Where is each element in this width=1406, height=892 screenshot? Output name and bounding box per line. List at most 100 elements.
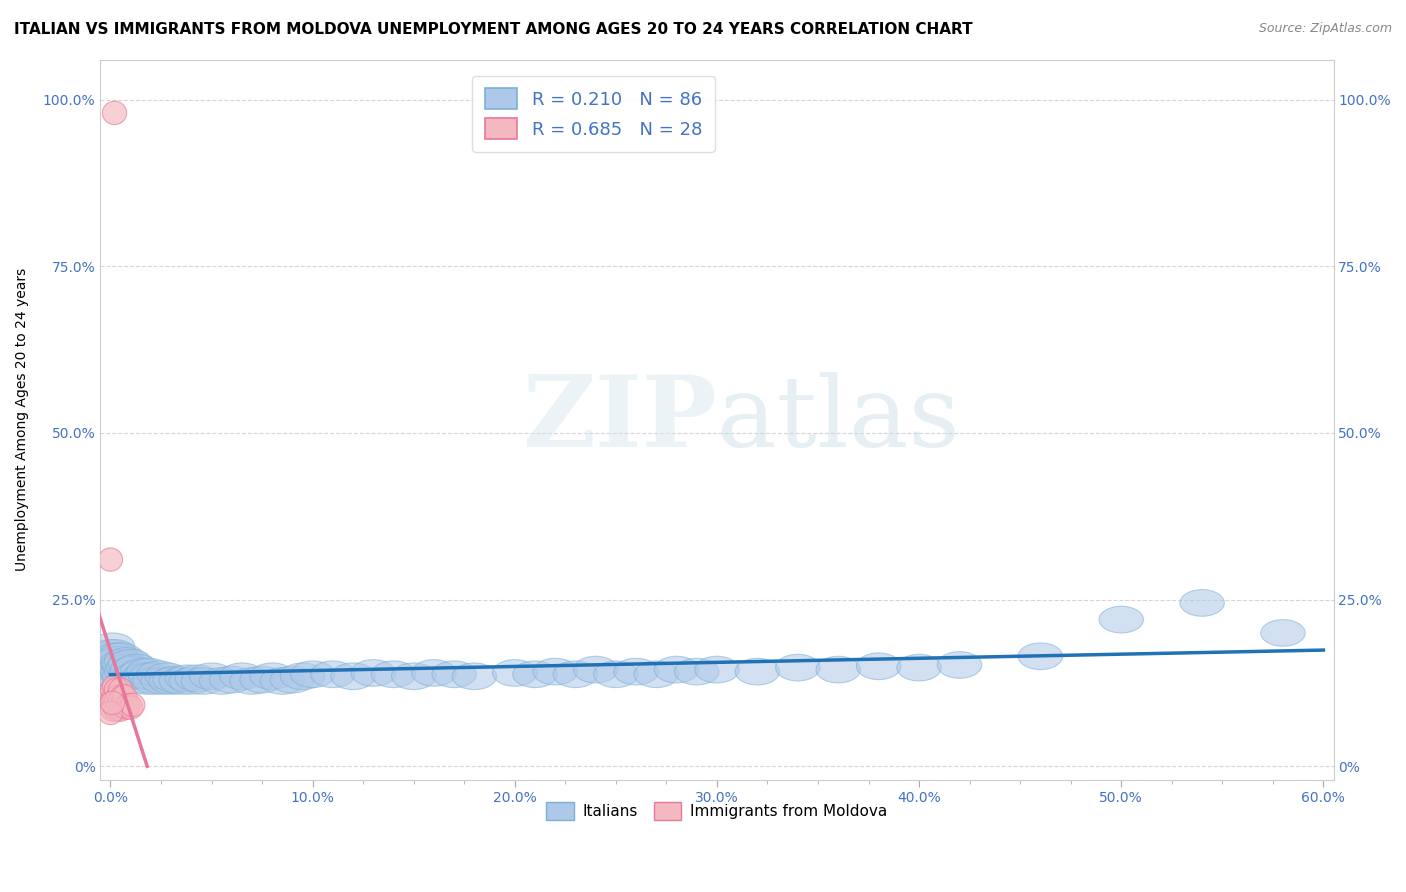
Ellipse shape (104, 658, 149, 685)
Ellipse shape (614, 658, 658, 685)
Y-axis label: Unemployment Among Ages 20 to 24 years: Unemployment Among Ages 20 to 24 years (15, 268, 30, 571)
Ellipse shape (98, 695, 122, 718)
Ellipse shape (94, 653, 139, 680)
Ellipse shape (153, 666, 197, 693)
Ellipse shape (240, 666, 284, 693)
Ellipse shape (107, 684, 131, 708)
Ellipse shape (200, 667, 243, 694)
Ellipse shape (141, 667, 186, 694)
Ellipse shape (100, 688, 125, 711)
Ellipse shape (93, 659, 136, 686)
Ellipse shape (107, 654, 150, 681)
Ellipse shape (108, 661, 153, 688)
Ellipse shape (114, 696, 139, 719)
Ellipse shape (103, 684, 127, 708)
Ellipse shape (492, 659, 537, 686)
Ellipse shape (98, 684, 122, 708)
Ellipse shape (897, 654, 942, 681)
Ellipse shape (1018, 643, 1063, 670)
Ellipse shape (574, 657, 617, 683)
Ellipse shape (94, 663, 139, 690)
Ellipse shape (695, 657, 740, 683)
Ellipse shape (98, 666, 143, 693)
Ellipse shape (776, 654, 820, 681)
Ellipse shape (412, 659, 456, 686)
Ellipse shape (219, 663, 264, 690)
Ellipse shape (93, 640, 136, 666)
Text: atlas: atlas (717, 372, 960, 467)
Ellipse shape (98, 548, 122, 571)
Ellipse shape (291, 661, 335, 688)
Ellipse shape (112, 695, 136, 718)
Ellipse shape (654, 657, 699, 683)
Ellipse shape (121, 658, 165, 685)
Ellipse shape (111, 695, 135, 718)
Ellipse shape (634, 661, 679, 688)
Text: ITALIAN VS IMMIGRANTS FROM MOLDOVA UNEMPLOYMENT AMONG AGES 20 TO 24 YEARS CORREL: ITALIAN VS IMMIGRANTS FROM MOLDOVA UNEMP… (14, 22, 973, 37)
Legend: Italians, Immigrants from Moldova: Italians, Immigrants from Moldova (540, 796, 894, 826)
Ellipse shape (129, 663, 173, 690)
Ellipse shape (1180, 590, 1225, 616)
Ellipse shape (90, 653, 135, 680)
Ellipse shape (132, 667, 177, 694)
Ellipse shape (117, 693, 141, 716)
Ellipse shape (513, 661, 557, 688)
Ellipse shape (311, 661, 356, 688)
Ellipse shape (593, 661, 638, 688)
Ellipse shape (136, 661, 181, 688)
Ellipse shape (1099, 607, 1143, 633)
Ellipse shape (98, 701, 122, 724)
Ellipse shape (938, 651, 981, 678)
Ellipse shape (103, 695, 127, 718)
Ellipse shape (103, 651, 146, 678)
Ellipse shape (103, 674, 127, 698)
Ellipse shape (209, 666, 254, 693)
Ellipse shape (100, 659, 145, 686)
Ellipse shape (104, 678, 129, 701)
Ellipse shape (270, 666, 315, 693)
Ellipse shape (114, 654, 159, 681)
Ellipse shape (108, 678, 132, 701)
Ellipse shape (100, 698, 125, 722)
Ellipse shape (118, 666, 163, 693)
Ellipse shape (108, 688, 132, 711)
Ellipse shape (159, 667, 204, 694)
Ellipse shape (122, 663, 167, 690)
Ellipse shape (533, 658, 578, 685)
Text: Source: ZipAtlas.com: Source: ZipAtlas.com (1258, 22, 1392, 36)
Ellipse shape (371, 661, 416, 688)
Ellipse shape (89, 666, 132, 693)
Ellipse shape (121, 693, 145, 716)
Ellipse shape (165, 665, 209, 691)
Ellipse shape (98, 643, 143, 670)
Ellipse shape (127, 658, 172, 685)
Ellipse shape (250, 663, 294, 690)
Ellipse shape (97, 647, 141, 673)
Ellipse shape (90, 633, 135, 659)
Ellipse shape (89, 640, 132, 666)
Ellipse shape (112, 663, 157, 690)
Ellipse shape (94, 643, 139, 670)
Ellipse shape (1261, 620, 1305, 647)
Ellipse shape (125, 667, 169, 694)
Ellipse shape (98, 654, 143, 681)
Ellipse shape (352, 659, 395, 686)
Ellipse shape (104, 688, 129, 711)
Ellipse shape (108, 698, 132, 722)
Ellipse shape (145, 663, 190, 690)
Ellipse shape (112, 684, 136, 708)
Ellipse shape (149, 667, 194, 694)
Ellipse shape (169, 667, 214, 694)
Ellipse shape (432, 661, 477, 688)
Ellipse shape (176, 665, 219, 691)
Ellipse shape (553, 661, 598, 688)
Ellipse shape (181, 667, 226, 694)
Ellipse shape (104, 698, 129, 722)
Ellipse shape (97, 657, 141, 683)
Ellipse shape (391, 663, 436, 690)
Ellipse shape (107, 695, 131, 718)
Ellipse shape (111, 684, 135, 708)
Ellipse shape (104, 648, 149, 674)
Ellipse shape (815, 657, 860, 683)
Ellipse shape (856, 653, 901, 680)
